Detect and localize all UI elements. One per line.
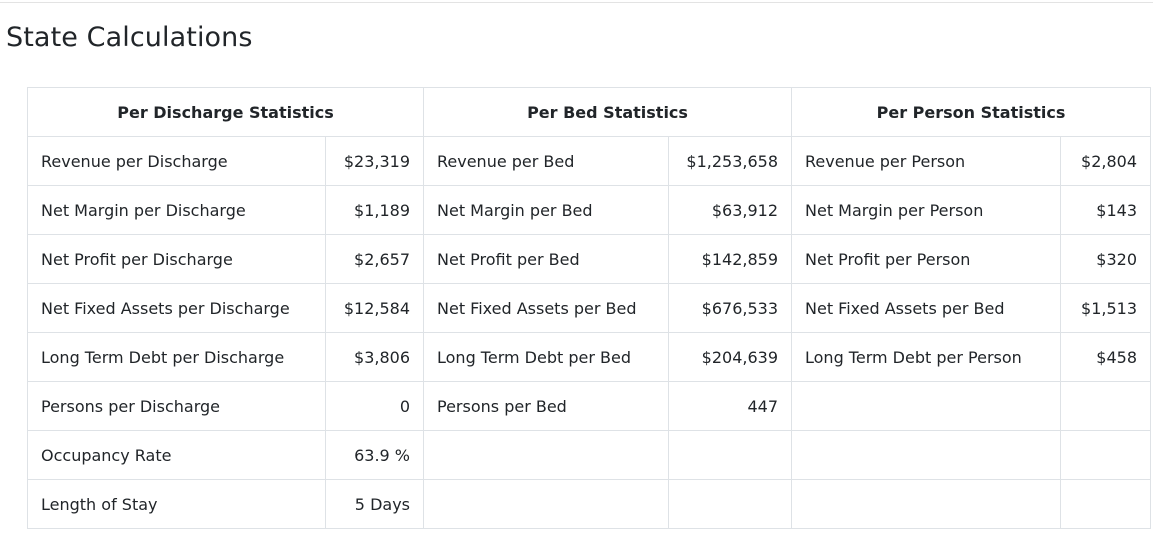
bed-stat-label: Net Fixed Assets per Bed xyxy=(423,283,669,333)
top-divider xyxy=(0,2,1153,3)
bed-stat-label: Persons per Bed xyxy=(423,381,669,431)
discharge-stat-value: $1,189 xyxy=(325,185,424,235)
person-stat-label: Revenue per Person xyxy=(791,136,1061,186)
bed-stat-label xyxy=(423,430,669,480)
bed-stat-value: $1,253,658 xyxy=(668,136,792,186)
table-row: Long Term Debt per Discharge $3,806 Long T… xyxy=(27,332,1151,382)
discharge-stat-value: $2,657 xyxy=(325,234,424,284)
bed-stat-value xyxy=(668,430,792,480)
bed-stat-value: 447 xyxy=(668,381,792,431)
table-row: Net Profit per Discharge $2,657 Net Profit… xyxy=(27,234,1151,284)
person-stat-label: Net Margin per Person xyxy=(791,185,1061,235)
table-row: Length of Stay 5 Days xyxy=(27,479,1151,529)
bed-stat-value: $63,912 xyxy=(668,185,792,235)
table-header-row: Per Discharge Statistics Per Bed Statist… xyxy=(27,87,1151,137)
person-stat-value: $458 xyxy=(1060,332,1151,382)
discharge-stat-value: 63.9 % xyxy=(325,430,424,480)
bed-stat-value: $676,533 xyxy=(668,283,792,333)
discharge-stat-label: Revenue per Discharge xyxy=(27,136,326,186)
discharge-stat-label: Length of Stay xyxy=(27,479,326,529)
table-row: Net Margin per Discharge $1,189 Net Margin… xyxy=(27,185,1151,235)
person-stat-value: $143 xyxy=(1060,185,1151,235)
bed-stat-value xyxy=(668,479,792,529)
person-stat-label xyxy=(791,381,1061,431)
discharge-stat-label: Net Profit per Discharge xyxy=(27,234,326,284)
discharge-stat-label: Net Margin per Discharge xyxy=(27,185,326,235)
discharge-stat-value: 0 xyxy=(325,381,424,431)
bed-stat-value: $142,859 xyxy=(668,234,792,284)
discharge-stat-label: Long Term Debt per Discharge xyxy=(27,332,326,382)
person-stat-label xyxy=(791,479,1061,529)
table-row: Occupancy Rate 63.9 % xyxy=(27,430,1151,480)
table-row: Net Fixed Assets per Discharge $12,584 Net… xyxy=(27,283,1151,333)
state-calculations-table: Per Discharge Statistics Per Bed Statist… xyxy=(27,87,1151,529)
person-stat-value: $2,804 xyxy=(1060,136,1151,186)
discharge-stat-value: $12,584 xyxy=(325,283,424,333)
discharge-stat-label: Persons per Discharge xyxy=(27,381,326,431)
discharge-stat-value: $23,319 xyxy=(325,136,424,186)
person-stat-value: $1,513 xyxy=(1060,283,1151,333)
table-row: Persons per Discharge 0 Persons per Bed 447 xyxy=(27,381,1151,431)
person-stat-label: Net Profit per Person xyxy=(791,234,1061,284)
per-bed-header: Per Bed Statistics xyxy=(423,87,792,137)
person-stat-label: Net Fixed Assets per Bed xyxy=(791,283,1061,333)
person-stat-label xyxy=(791,430,1061,480)
bed-stat-label: Net Profit per Bed xyxy=(423,234,669,284)
per-person-header: Per Person Statistics xyxy=(791,87,1151,137)
per-discharge-header: Per Discharge Statistics xyxy=(27,87,424,137)
discharge-stat-label: Net Fixed Assets per Discharge xyxy=(27,283,326,333)
page-title: State Calculations xyxy=(6,22,253,53)
discharge-stat-value: 5 Days xyxy=(325,479,424,529)
discharge-stat-value: $3,806 xyxy=(325,332,424,382)
bed-stat-label xyxy=(423,479,669,529)
bed-stat-value: $204,639 xyxy=(668,332,792,382)
bed-stat-label: Revenue per Bed xyxy=(423,136,669,186)
table-row: Revenue per Discharge $23,319 Revenue per … xyxy=(27,136,1151,186)
person-stat-value xyxy=(1060,430,1151,480)
person-stat-value: $320 xyxy=(1060,234,1151,284)
table-body: Revenue per Discharge $23,319 Revenue per … xyxy=(27,136,1151,529)
discharge-stat-label: Occupancy Rate xyxy=(27,430,326,480)
person-stat-value xyxy=(1060,381,1151,431)
bed-stat-label: Net Margin per Bed xyxy=(423,185,669,235)
person-stat-label: Long Term Debt per Person xyxy=(791,332,1061,382)
bed-stat-label: Long Term Debt per Bed xyxy=(423,332,669,382)
person-stat-value xyxy=(1060,479,1151,529)
